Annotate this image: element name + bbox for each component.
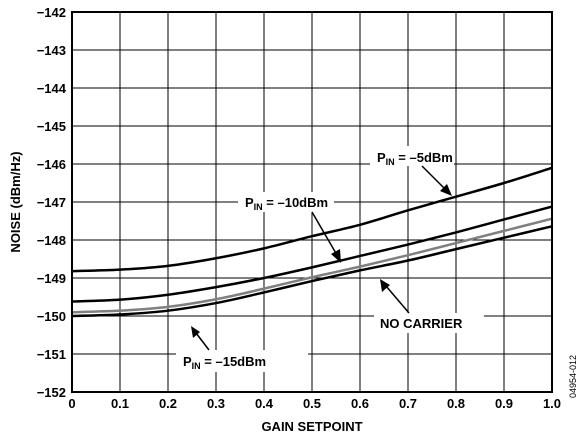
x-tick-label: 0.7: [399, 396, 417, 411]
y-tick-label: −148: [37, 233, 66, 248]
annotation-pin-15dbm: PIN = –15dBm: [176, 326, 308, 372]
x-tick-label: 0.9: [495, 396, 513, 411]
figure-id: 04954-012: [568, 355, 578, 398]
series-line-4: [71, 225, 553, 318]
annotation-pin-15dbm-p: P: [183, 354, 192, 369]
y-tick-label: −143: [37, 43, 66, 58]
x-tick-label: 0: [68, 396, 75, 411]
x-axis-title: GAIN SETPOINT: [261, 419, 362, 434]
svg-text:PIN = –15dBm: PIN = –15dBm: [183, 354, 266, 371]
y-tick-label: −145: [37, 119, 66, 134]
y-tick-label: −146: [37, 157, 66, 172]
annotation-pin-10dbm-rest: = –10dBm: [263, 195, 328, 210]
y-tick-label: −147: [37, 195, 66, 210]
x-tick-labels: 0 0.1 0.2 0.3 0.4 0.5 0.6 0.7 0.8 0.9 1.0: [68, 396, 561, 411]
x-tick-label: 0.2: [159, 396, 177, 411]
annotation-pin-10dbm-p: P: [245, 195, 254, 210]
annotation-pin-10dbm-sub: IN: [254, 202, 263, 212]
x-tick-label: 0.6: [351, 396, 369, 411]
x-tick-label: 0.1: [111, 396, 129, 411]
series-line-1: [71, 166, 553, 273]
y-tick-labels: −142 −143 −144 −145 −146 −147 −148 −149 −150 −151…: [37, 5, 67, 400]
x-tick-label: 0.3: [207, 396, 225, 411]
x-tick-label: 0.5: [303, 396, 321, 411]
x-tick-label: 1.0: [543, 396, 561, 411]
annotation-pin-5dbm-sub: IN: [386, 157, 395, 167]
annotation-pin-15dbm-sub: IN: [192, 361, 201, 371]
annotation-pin-5dbm: PIN = –5dBm: [370, 146, 454, 196]
svg-text:PIN = –10dBm: PIN = –10dBm: [245, 195, 328, 212]
annotation-pin-5dbm-p: P: [377, 150, 386, 165]
annotation-no-carrier-text: NO CARRIER: [380, 316, 463, 331]
y-tick-label: −151: [37, 347, 66, 362]
annotation-pin-5dbm-rest: = –5dBm: [395, 150, 453, 165]
annotation-no-carrier: NO CARRIER: [374, 279, 484, 333]
y-axis-title: NOISE (dBm/Hz): [8, 151, 23, 252]
y-tick-label: −150: [37, 309, 66, 324]
series-line-2: [71, 205, 553, 303]
y-tick-label: −142: [37, 5, 66, 20]
series-layer: [71, 166, 553, 318]
series-line-3: [71, 217, 553, 314]
svg-text:PIN = –5dBm: PIN = –5dBm: [377, 150, 453, 167]
annotation-pin-10dbm: PIN = –10dBm: [238, 192, 341, 263]
y-tick-label: −149: [37, 271, 66, 286]
annotation-pin-15dbm-rest: = –15dBm: [201, 354, 266, 369]
x-tick-label: 0.8: [447, 396, 465, 411]
y-tick-label: −152: [37, 385, 66, 400]
x-tick-label: 0.4: [255, 396, 274, 411]
plot-frame: [71, 11, 553, 393]
y-tick-label: −144: [37, 81, 67, 96]
